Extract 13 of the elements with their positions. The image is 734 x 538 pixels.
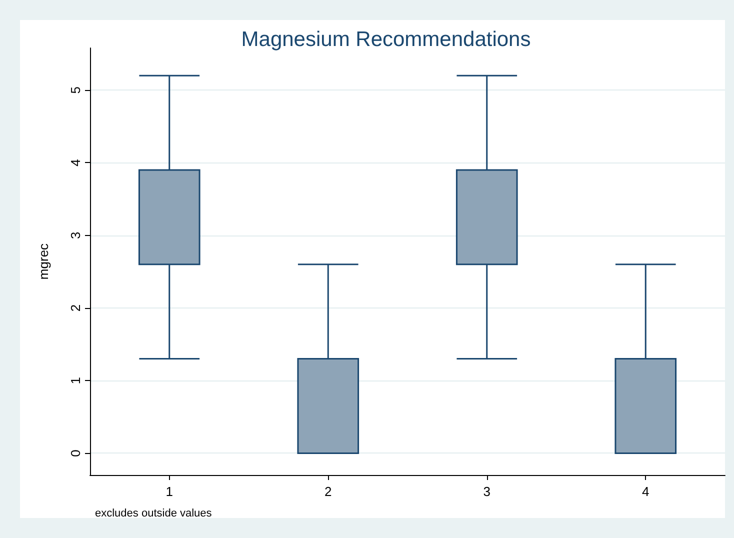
- y-tick-label: 3: [68, 232, 83, 239]
- x-tick-label: 3: [483, 484, 490, 499]
- text: excludes outside values: [95, 508, 212, 520]
- x-tick-label: 4: [642, 484, 650, 499]
- y-tick-label: 5: [68, 86, 83, 94]
- y-tick-label: 0: [68, 450, 83, 457]
- chart-title: Magnesium Recommendations: [241, 28, 531, 51]
- x-tick-label: 2: [324, 484, 332, 499]
- y-tick-label: 2: [68, 304, 83, 312]
- y-tick-label: 1: [68, 376, 83, 384]
- y-axis-title: mgrec: [36, 242, 51, 280]
- x-tick-label: 1: [166, 484, 173, 499]
- y-tick-label: 4: [68, 159, 83, 166]
